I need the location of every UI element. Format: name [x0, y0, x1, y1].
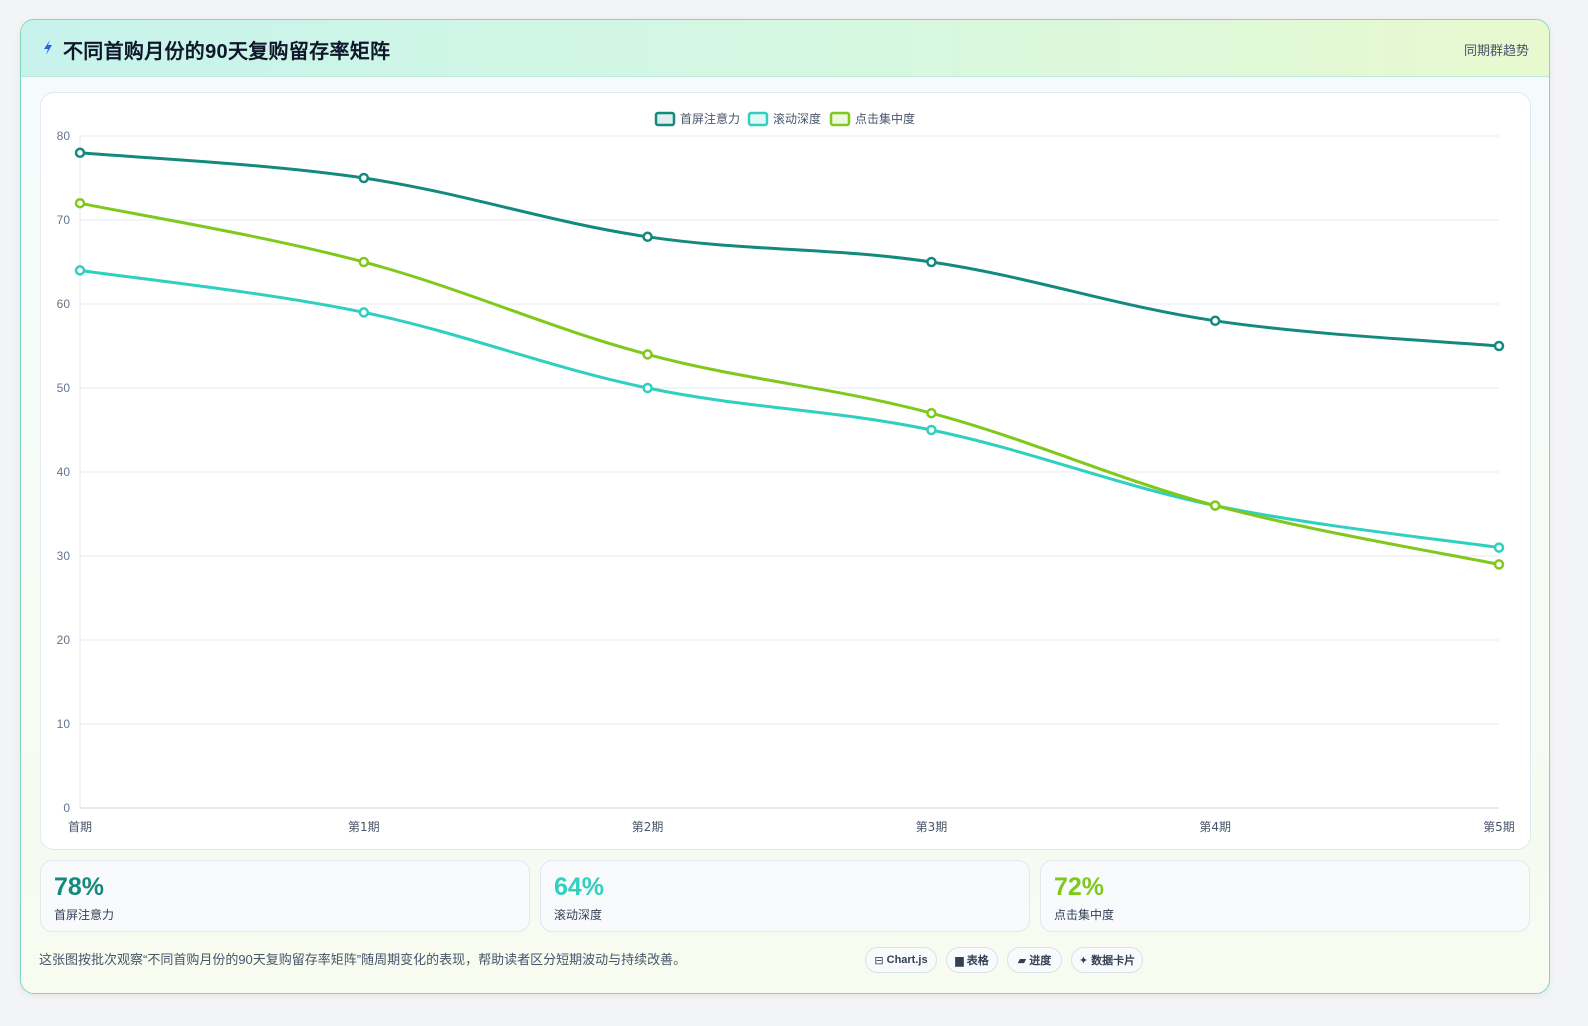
chart-card: 不同首购月份的90天复购留存率矩阵 同期群趋势 0 10 20 30 40 50 60 70 8… [20, 19, 1550, 994]
series-line [79, 201, 1500, 566]
chip-table[interactable]: ▆ 表格 [946, 947, 998, 973]
stat-value: 72% [1054, 873, 1105, 901]
x-tick-label: 首期 [68, 820, 92, 834]
x-tick-label: 第2期 [632, 820, 664, 834]
legend-label: 点击集中度 [855, 111, 915, 126]
y-tick-label: 20 [57, 633, 71, 647]
stat-value: 78% [54, 873, 105, 901]
stat-label: 首屏注意力 [54, 908, 115, 922]
x-tick-label: 第5期 [1483, 820, 1515, 834]
footer-note: 这张图按批次观察“不同首购月份的90天复购留存率矩阵”随周期变化的表现，帮助读者… [39, 952, 687, 967]
series-3 [74, 197, 1505, 570]
x-tick-label: 第1期 [348, 820, 380, 834]
data-point [926, 407, 937, 419]
data-point [74, 265, 86, 276]
progress-icon: ▰ [1017, 954, 1027, 967]
stat-card: 72% 点击集中度 [1040, 860, 1530, 932]
chip-data-card[interactable]: ✦ 数据卡片 [1071, 947, 1143, 973]
stat-label: 滚动深度 [554, 908, 603, 922]
series-1 [74, 147, 1505, 352]
data-point [1209, 315, 1221, 327]
chip-label: 进度 [1029, 955, 1052, 967]
stat-card: 78% 首屏注意力 [40, 860, 530, 932]
data-point [642, 231, 653, 243]
stat-value: 64% [554, 873, 605, 901]
data-point [74, 197, 86, 209]
lightning-icon [44, 40, 52, 55]
x-tick-label: 第4期 [1199, 820, 1231, 834]
header-tag: 同期群趋势 [1463, 43, 1529, 58]
chart-icon: ⊟ [874, 954, 884, 967]
data-point [642, 349, 653, 360]
line-chart: 0 10 20 30 40 50 60 70 80 首期 第1期 第2期 第3期 第4期 第5期 首屏注意力 滚… [57, 111, 1515, 834]
stat-cards: 78% 首屏注意力 64% 滚动深度 72% 点击集中度 [40, 860, 1530, 932]
page-title: 不同首购月份的90天复购留存率矩阵 [63, 41, 391, 63]
y-tick-label: 0 [63, 801, 70, 815]
data-point [926, 256, 937, 268]
series-line [79, 151, 1500, 348]
legend-swatch [829, 111, 851, 127]
y-tick-label: 80 [57, 129, 71, 143]
data-point [1209, 500, 1221, 511]
data-point [926, 424, 937, 436]
legend-swatch [654, 111, 676, 127]
data-point [74, 147, 86, 159]
stat-card: 64% 滚动深度 [540, 860, 1030, 932]
data-point [1493, 542, 1505, 553]
y-tick-label: 50 [57, 381, 71, 395]
card-header: 不同首购月份的90天复购留存率矩阵 同期群趋势 [21, 20, 1549, 77]
legend-swatch [747, 111, 769, 127]
data-point [1493, 340, 1505, 352]
y-tick-label: 40 [57, 465, 71, 479]
legend-label: 首屏注意力 [680, 111, 740, 126]
chip-chartjs[interactable]: ⊟ Chart.js [865, 947, 937, 973]
chip-label: 数据卡片 [1091, 955, 1136, 967]
sparkle-icon: ✦ [1078, 954, 1089, 967]
y-tick-label: 70 [57, 213, 71, 227]
legend-label: 滚动深度 [773, 111, 821, 126]
x-tick-label: 第3期 [916, 820, 948, 834]
table-icon: ▆ [955, 954, 964, 967]
data-point [358, 172, 370, 184]
series-2 [74, 265, 1505, 553]
chip-label: Chart.js [886, 954, 928, 966]
data-point [1493, 559, 1505, 570]
y-tick-label: 10 [57, 717, 71, 731]
data-point [358, 307, 370, 318]
data-point [358, 256, 370, 268]
data-point [642, 382, 653, 394]
y-tick-label: 60 [57, 297, 71, 311]
chart-panel: 0 10 20 30 40 50 60 70 80 首期 第1期 第2期 第3期 第4期 第5期 首屏注意力 滚… [40, 92, 1531, 850]
chip-label: 表格 [966, 955, 989, 967]
chip-progress[interactable]: ▰ 进度 [1007, 947, 1062, 973]
stat-label: 点击集中度 [1054, 908, 1115, 922]
series-line [79, 268, 1500, 550]
y-tick-label: 30 [57, 549, 71, 563]
